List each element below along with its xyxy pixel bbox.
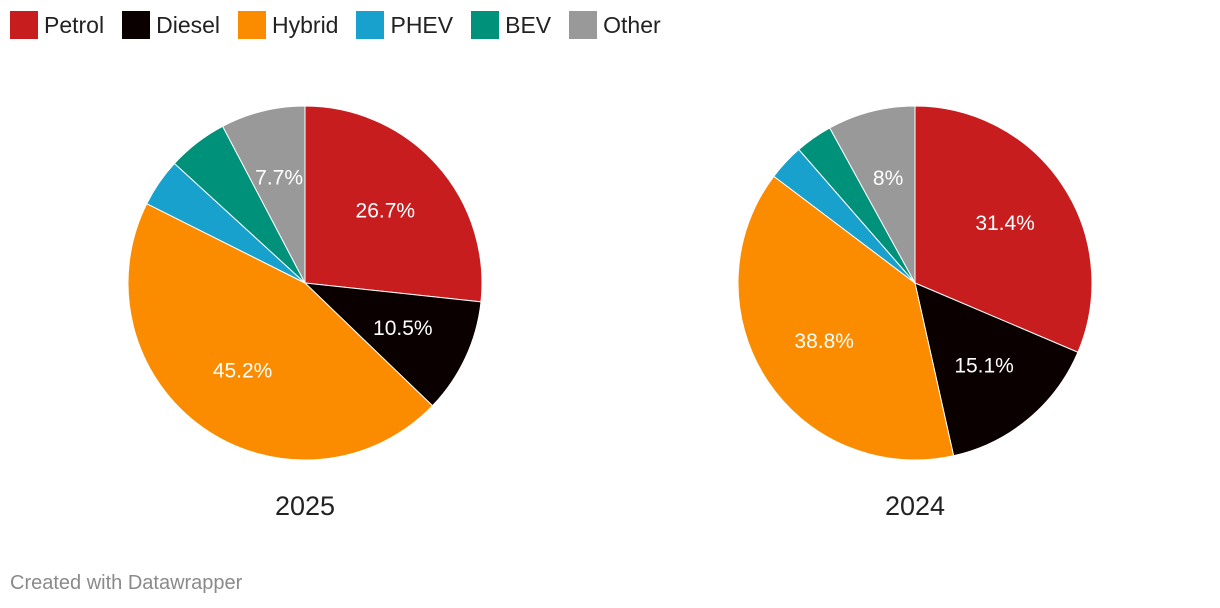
data-label-2025-hybrid: 45.2% [213,360,273,383]
legend-swatch-phev [356,11,385,39]
legend-label-diesel: Diesel [156,12,221,38]
legend-swatch-other [569,11,598,39]
data-label-2024-diesel: 15.1% [954,355,1014,378]
legend-swatch-hybrid [238,11,267,39]
legend-label-phev: PHEV [390,12,454,38]
data-label-2025-petrol: 26.7% [356,199,416,222]
pie-title-2024: 2024 [885,491,945,521]
legend-label-bev: BEV [505,12,552,38]
legend-swatch-petrol [10,11,38,39]
pie-slice-2025-other [221,105,306,284]
legend-item-other: Other [569,11,661,39]
data-label-2024-hybrid: 38.8% [794,330,854,353]
footer-credit: Created with Datawrapper [10,572,243,594]
legend-item-hybrid: Hybrid [238,11,338,39]
legend-item-phev: PHEV [356,11,453,39]
legend-swatch-diesel [122,11,151,39]
pie-slice-2024-diesel [914,282,1079,457]
pie-chart-2025: 26.7% 10.5% 45.2% 7.7% 2025 [127,105,483,521]
pie-slice-2024-petrol [914,105,1093,353]
legend-item-diesel: Diesel [122,11,220,39]
pie-title-2025: 2025 [275,491,335,521]
legend-swatch-bev [471,11,500,39]
pie-slice-2024-hybrid [737,175,955,461]
pie-slice-2025-hybrid [127,202,434,461]
data-label-2024-petrol: 31.4% [975,212,1035,235]
pie-slice-2024-other [829,105,916,284]
pie-slice-2025-petrol [304,105,483,303]
data-label-2025-diesel: 10.5% [373,317,433,340]
data-label-2024-other: 8% [873,167,903,190]
legend-label-hybrid: Hybrid [272,12,339,38]
pie-slice-2025-diesel [303,282,482,407]
legend-label-petrol: Petrol [44,12,105,38]
legend-item-petrol: Petrol [10,11,104,39]
pie-chart-2024: 31.4% 15.1% 38.8% 8% 2024 [737,105,1093,521]
legend: Petrol Diesel Hybrid PHEV BEV Other [10,11,661,39]
data-label-2025-other: 7.7% [255,167,303,190]
legend-label-other: Other [603,12,661,38]
legend-item-bev: BEV [471,11,551,39]
